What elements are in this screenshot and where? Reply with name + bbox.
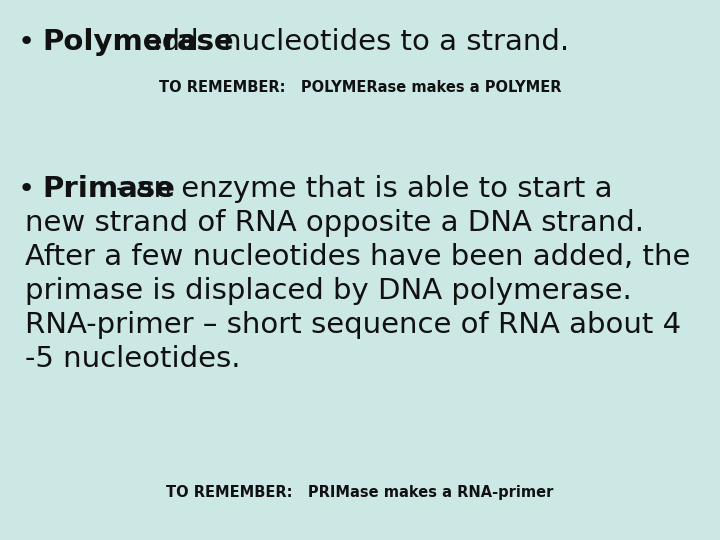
Text: •: • [18,175,35,203]
Text: -5 nucleotides.: -5 nucleotides. [25,345,240,373]
Text: new strand of RNA opposite a DNA strand.: new strand of RNA opposite a DNA strand. [25,209,644,237]
Text: After a few nucleotides have been added, the: After a few nucleotides have been added,… [25,243,690,271]
Text: - an enzyme that is able to start a: - an enzyme that is able to start a [42,175,613,203]
Text: TO REMEMBER:   PRIMase makes a RNA-primer: TO REMEMBER: PRIMase makes a RNA-primer [166,485,554,500]
Text: Polymerase: Polymerase [42,28,233,56]
Text: RNA-primer – short sequence of RNA about 4: RNA-primer – short sequence of RNA about… [25,311,681,339]
Text: Primase: Primase [42,175,175,203]
Text: TO REMEMBER:   POLYMERase makes a POLYMER: TO REMEMBER: POLYMERase makes a POLYMER [158,80,562,95]
Text: adds nucleotides to a strand.: adds nucleotides to a strand. [42,28,569,56]
Text: •: • [18,28,35,56]
Text: primase is displaced by DNA polymerase.: primase is displaced by DNA polymerase. [25,277,631,305]
